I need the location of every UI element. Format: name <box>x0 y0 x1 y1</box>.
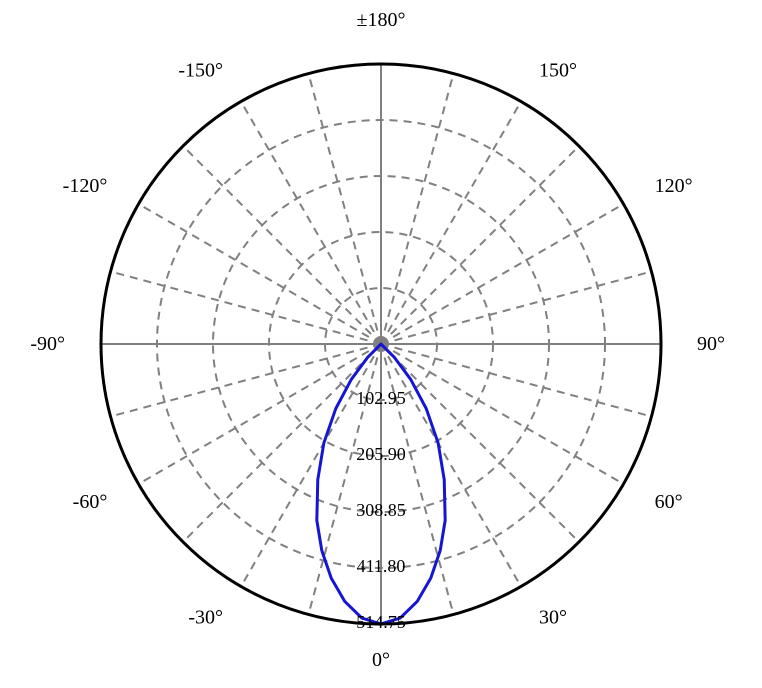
angle-label: -120° <box>63 175 108 197</box>
angle-label: -30° <box>188 607 223 629</box>
angle-label: 150° <box>539 59 577 81</box>
angle-label: 90° <box>697 333 725 355</box>
radial-label: 205.90 <box>356 444 406 464</box>
angle-label: 120° <box>655 175 693 197</box>
polar-chart: 102.95205.90308.85411.80514.750°30°60°90… <box>0 0 762 688</box>
angle-label: -60° <box>73 491 108 513</box>
angle-label: ±180° <box>357 9 406 31</box>
radial-label: 411.80 <box>357 556 406 576</box>
radial-label: 102.95 <box>356 388 406 408</box>
angle-label: 0° <box>372 649 390 671</box>
angle-label: 30° <box>539 607 567 629</box>
angle-label: -150° <box>178 59 223 81</box>
radial-label: 308.85 <box>356 500 406 520</box>
angle-label: 60° <box>655 491 683 513</box>
angle-label: -90° <box>30 333 65 355</box>
